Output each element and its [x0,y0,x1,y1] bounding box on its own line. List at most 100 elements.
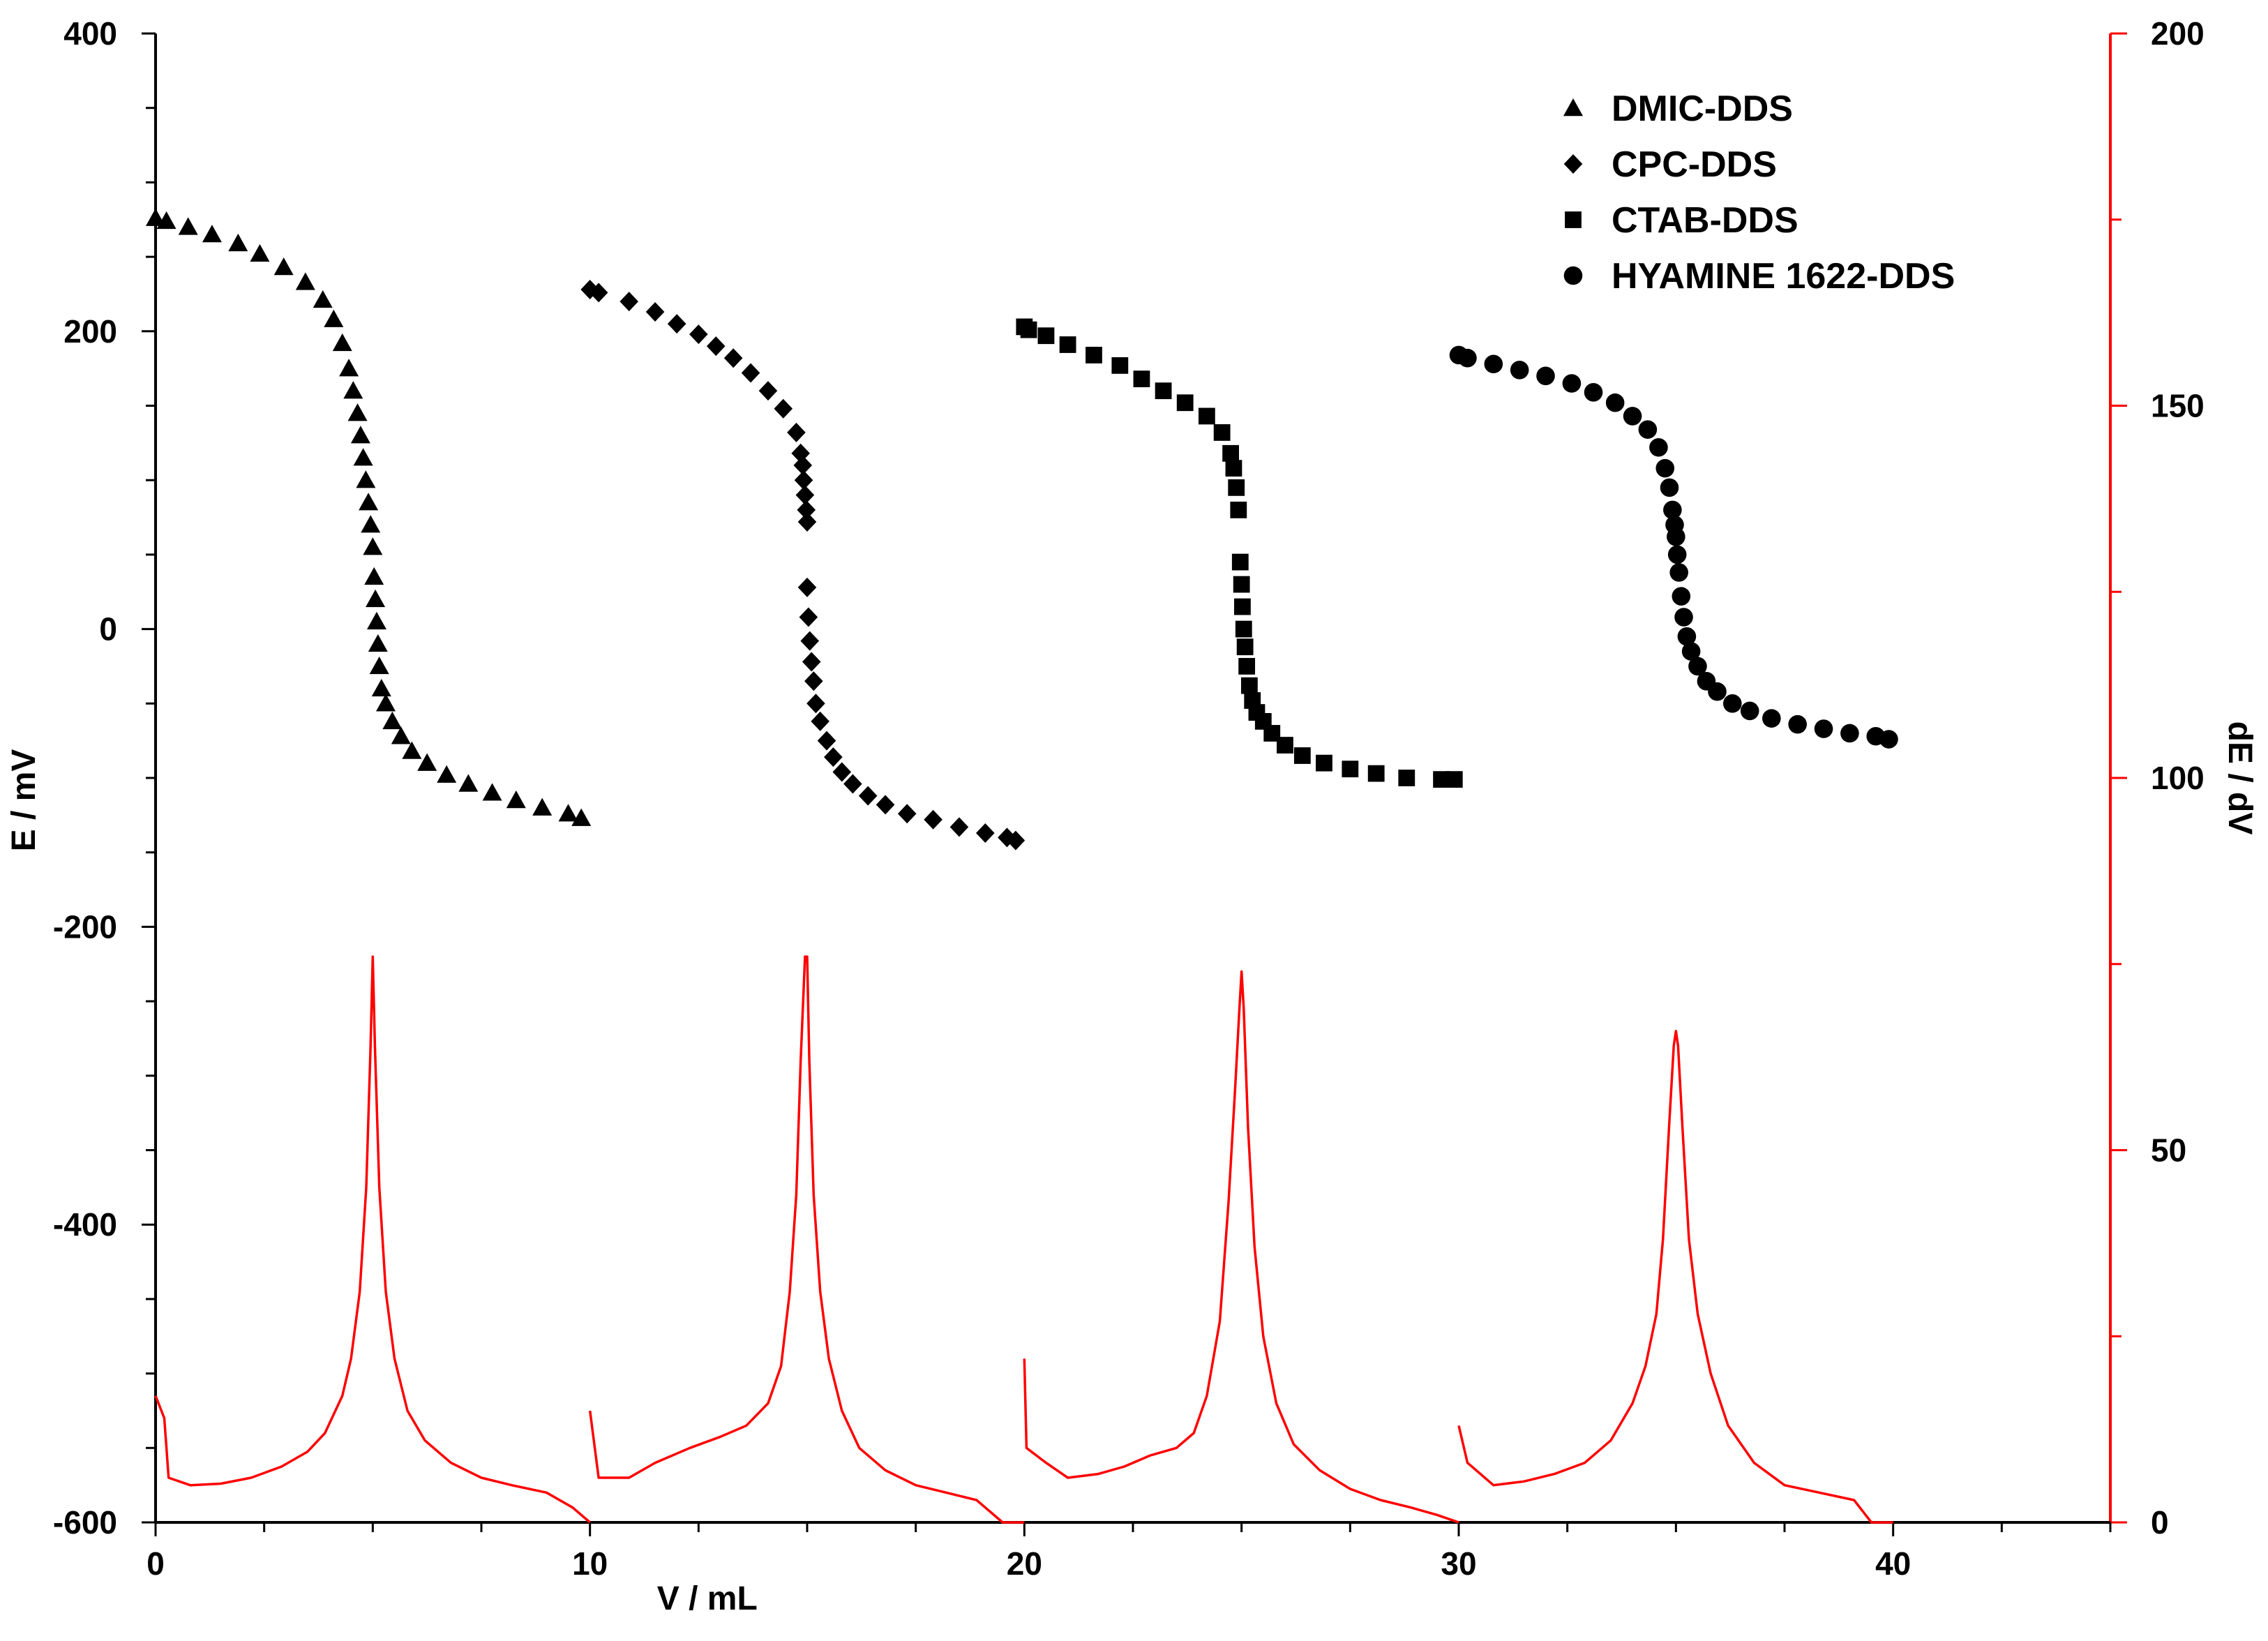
hyamine-1622-dds-point [1584,382,1603,402]
hyamine-1622-dds-point [1740,701,1759,721]
ctab-dds-point [1231,553,1249,571]
dmic-dds-point [366,611,386,630]
dmic-dds-point [156,211,177,230]
cpc-dds-point [645,302,665,322]
hyamine-1622-dds-point [1663,500,1682,520]
dmic-dds-point [273,257,294,276]
cpc-dds-point [667,314,686,334]
legend-marker-dmic-dds [1563,98,1583,117]
ctab-dds-point [1240,677,1258,694]
cpc-dds-point [843,774,862,794]
cpc-dds-point [787,422,806,442]
legend: DMIC-DDS CPC-DDS CTAB-DDS HYAMINE 1622-DDS [1563,89,1955,297]
right-y-axis: 0 50 100 150 200 [2109,15,2205,1541]
hyamine-1622-dds-point [1677,627,1697,646]
hyamine-1622-dds-point [1840,724,1859,743]
ctab-dds-point [1086,347,1102,364]
cpc-dds-point [797,577,817,597]
cpc-dds-point [824,747,843,767]
dmic-dds-point [295,272,315,290]
hyamine-1622-dds-point [1605,393,1625,412]
hyamine-1622-dds-point [1708,682,1727,701]
hyamine-1622-dds-point [1669,563,1688,582]
cpc-dds-point [793,455,813,475]
ctab-dds-point [1155,382,1172,400]
dmic-dds-point [382,711,403,730]
cpc-dds-point [811,711,829,731]
hyamine-1622-dds-point [1722,694,1742,713]
cpc-dds-point [619,292,639,312]
ctab-dds-point [1263,725,1281,742]
ctab-dds-point [1342,760,1359,778]
hyamine-1622-dds-point [1681,642,1701,661]
cpc-dds-point [832,762,852,782]
dmic-dds-point [366,589,386,608]
dmic-dds-point [368,634,388,652]
hyamine-1622-dds-point [1674,608,1693,627]
ctab-dds-point [1133,370,1150,387]
hyamine-1622-dds-point [1458,348,1477,368]
ctab-dds-point [1176,394,1194,412]
series-dmic-dds [146,208,592,826]
cpc-dds-point [800,631,820,651]
dmic-dds-point [417,753,437,771]
ctab-dds-point [1020,321,1037,338]
ctab-dds-point [1198,407,1215,425]
cpc-dds-point [589,283,608,303]
y-tick-label: -600 [53,1504,117,1541]
ctab-dds-point [1398,770,1415,786]
y2-tick-label: 200 [2151,15,2205,52]
dmic-dds-point [350,426,370,444]
dmic-dds-point [347,403,368,421]
cpc-dds-point [897,804,917,824]
dmic-dds-point [361,515,381,533]
y2-tick-label: 0 [2151,1504,2169,1541]
cpc-dds-point [758,381,778,401]
dmic-dds-point [532,797,553,816]
y-tick-label: 400 [63,15,117,52]
cpc-dds-point [1006,830,1026,851]
ctab-dds-point [1235,620,1252,638]
ctab-dds-point [1433,771,1450,788]
x-tick-label: 30 [1441,1545,1476,1582]
dmic-dds-point [364,567,384,585]
ctab-dds-point [1236,638,1254,656]
legend-label-dmic-dds: DMIC-DDS [1612,89,1793,129]
cpc-dds-point [794,470,813,490]
cpc-dds-point [975,823,995,843]
hyamine-1622-dds-point [1484,354,1503,374]
hyamine-1622-dds-point [1510,360,1529,380]
legend-label-cpc-dds: CPC-DDS [1612,144,1777,185]
dmic-dds-point [391,726,411,744]
cpc-dds-point [858,786,878,806]
x-axis: 0 10 20 30 40 [147,1521,2112,1582]
left-y-axis: -600 -400 -200 0 200 400 [53,15,157,1541]
y2-axis-title: dE / dV [2221,721,2258,835]
y-tick-label: -200 [53,908,117,945]
dmic-dds-point [178,217,198,235]
y-tick-label: 0 [99,611,117,647]
cpc-dds-point [774,398,793,419]
cpc-dds-point [806,694,825,714]
series-ctab-dds [1016,318,1463,788]
ctab-dds-point [1228,479,1245,496]
hyamine-1622-dds-point [1667,527,1685,546]
cpc-dds-point [949,817,969,837]
dmic-dds-point [437,765,457,783]
dmic-dds-point [376,694,396,712]
dmic-dds-point [332,333,352,352]
cpc-dds-point [924,809,943,830]
dmic-dds-point [343,381,363,399]
dmic-dds-point [339,359,359,377]
ctab-dds-point [1234,598,1251,615]
cpc-dds-point [799,607,818,627]
y2-tick-label: 100 [2151,760,2205,796]
dmic-dds-point [558,804,578,822]
hyamine-1622-dds-point [1672,587,1691,606]
cpc-dds-point [706,336,726,357]
dmic-dds-point [146,208,165,226]
ctab-dds-point [1037,327,1055,345]
x-tick-label: 40 [1875,1545,1911,1582]
y-axis-title: E / mV [6,749,43,852]
hyamine-1622-dds-point [1655,458,1675,478]
